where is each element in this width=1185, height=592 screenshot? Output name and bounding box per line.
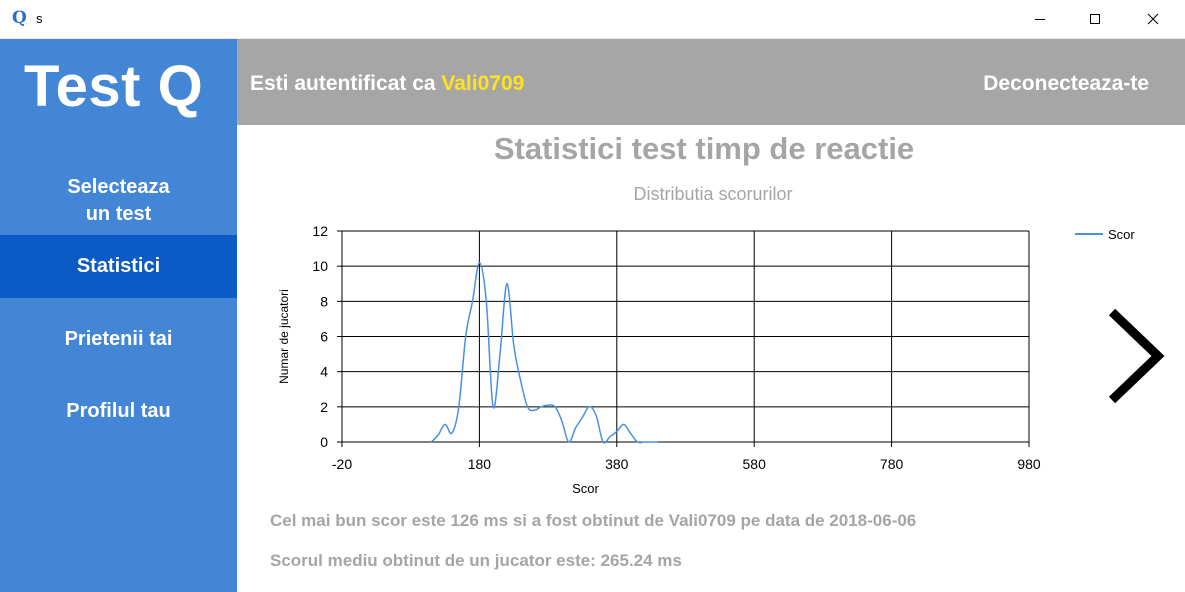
y-tick-label: 8: [320, 293, 328, 309]
sidebar-item-label: Selecteaza: [67, 176, 170, 198]
sidebar-item-label: Statistici: [76, 255, 161, 277]
sidebar-item-label: un test: [85, 203, 152, 225]
y-tick-label: 6: [320, 329, 328, 345]
logout-button[interactable]: Deconecteaza-te: [983, 72, 1149, 95]
y-tick-label: 2: [320, 399, 328, 415]
x-tick-label: 980: [1017, 456, 1041, 472]
best-score-text: Cel mai bun scor este 126 ms si a fost o…: [270, 511, 917, 530]
app-logo: Test Q: [24, 54, 204, 119]
sidebar-item-friends[interactable]: Prietenii tai: [0, 326, 237, 353]
app-icon: Q: [12, 8, 27, 28]
username: Vali0709: [441, 72, 525, 95]
series-line-scor: [430, 261, 658, 444]
auth-prefix: Esti autentificat ca: [250, 72, 442, 95]
y-tick-label: 10: [312, 258, 328, 274]
minimize-icon: [1035, 19, 1045, 20]
sidebar-item-profile[interactable]: Profilul tau: [0, 398, 237, 425]
sidebar: Test Q Selecteaza un test Statistici Pri…: [0, 39, 237, 592]
sidebar-item-statistics[interactable]: Statistici: [0, 235, 237, 298]
page-title: Statistici test timp de reactie: [493, 131, 915, 166]
next-button[interactable]: [1102, 306, 1166, 411]
chart-title: Distributia scorurilor: [633, 184, 793, 204]
maximize-icon: [1090, 14, 1100, 24]
y-tick-label: 12: [312, 223, 328, 239]
minimize-button[interactable]: [1017, 0, 1063, 38]
x-tick-label: 380: [605, 456, 629, 472]
x-tick-label: 580: [743, 456, 767, 472]
sidebar-item-label: Profilul tau: [66, 400, 171, 422]
sidebar-item-label: Prietenii tai: [64, 328, 173, 350]
x-tick-label: 180: [468, 456, 492, 472]
sidebar-item-select-test[interactable]: Selecteaza un test: [0, 174, 237, 228]
title-bar: Q s: [0, 0, 1185, 39]
y-tick-label: 0: [320, 434, 328, 450]
x-axis-label: Scor: [572, 481, 599, 496]
x-tick-label: 780: [880, 456, 904, 472]
x-tick-label: -20: [332, 456, 352, 472]
close-icon: [1147, 13, 1159, 25]
y-tick-label: 4: [320, 364, 328, 380]
auth-status: Esti autentificat ca Vali0709: [250, 72, 524, 96]
score-distribution-chart: 0 2 4 6 8 10 12 -20 180 380 580 780 980 Scor Numar de …: [277, 223, 1135, 496]
header-bar: Esti autentificat ca Vali0709 Deconectea…: [237, 39, 1185, 125]
legend-label: Scor: [1108, 227, 1135, 242]
average-score-text: Scorul mediu obtinut de un jucator este:…: [270, 551, 682, 570]
maximize-button[interactable]: [1072, 0, 1118, 38]
window-title: s: [36, 11, 43, 26]
y-axis-label: Numar de jucatori: [277, 289, 291, 384]
close-button[interactable]: [1130, 0, 1176, 38]
chevron-right-icon: [1108, 308, 1165, 404]
